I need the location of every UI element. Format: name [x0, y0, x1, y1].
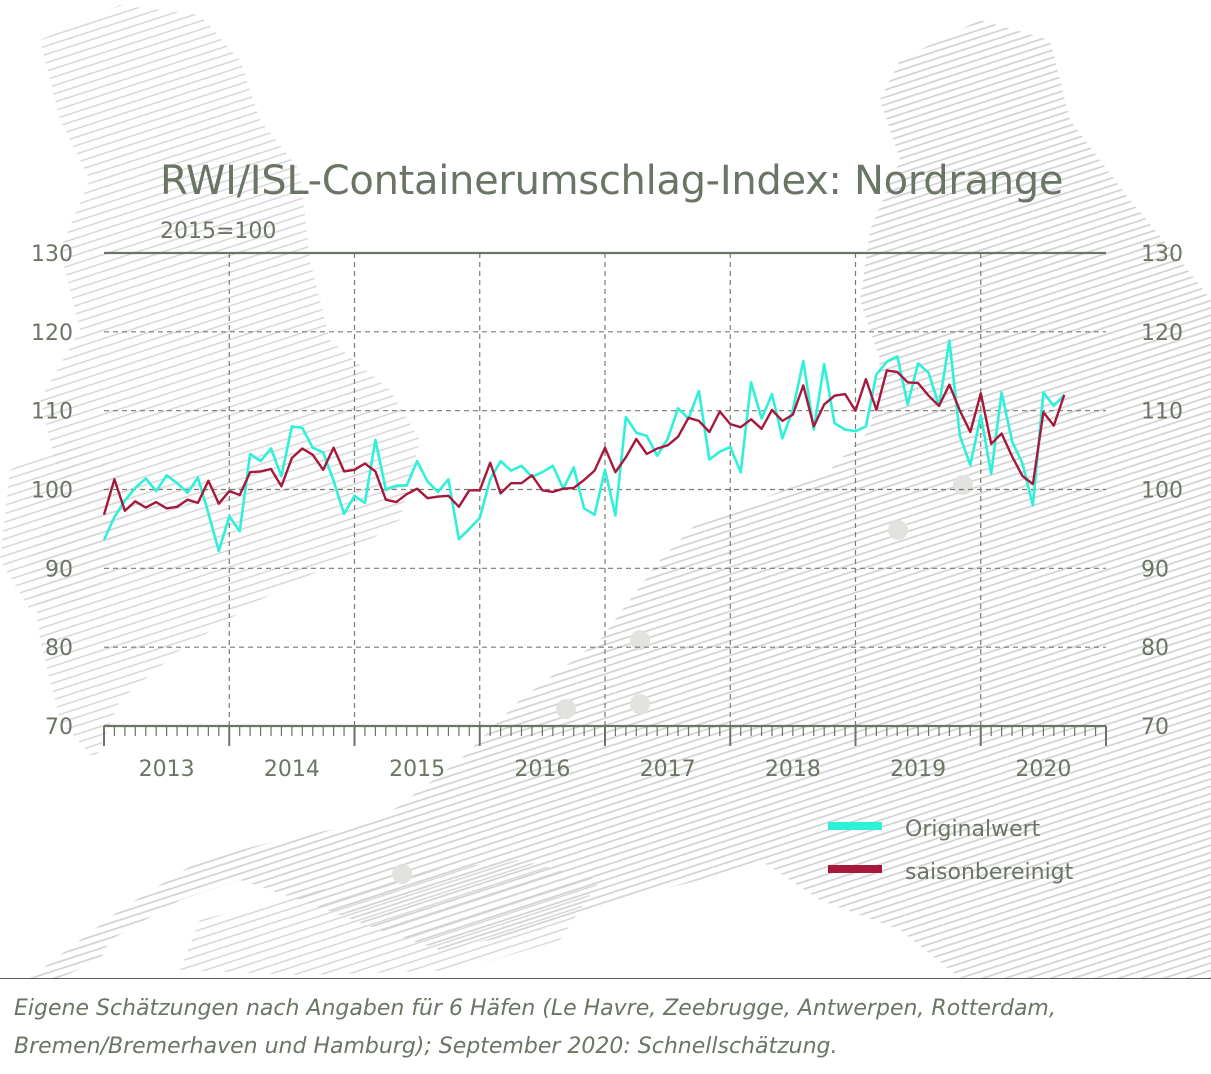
chart-subtitle: 2015=100 [160, 219, 277, 244]
y-axis-right: 70 80 90 100 110 120 130 [1141, 242, 1183, 740]
line-chart: 2013 2014 2015 2016 2017 2018 2019 2020 70 80 90 1… [31, 242, 1183, 885]
y-tick-label-left: 110 [31, 400, 73, 425]
x-tick-label-2016: 2016 [514, 757, 570, 782]
port-marker [630, 694, 650, 714]
x-tick-label-2019: 2019 [890, 757, 946, 782]
x-tick-label-2013: 2013 [139, 757, 195, 782]
y-axis-left: 70 80 90 100 110 120 130 [31, 242, 73, 740]
land-shape-south [180, 860, 600, 975]
y-tick-label-left: 100 [31, 479, 73, 504]
y-tick-label-right: 90 [1141, 557, 1169, 582]
y-tick-label-right: 70 [1141, 715, 1169, 740]
legend-label-originalwert: Originalwert [905, 817, 1041, 842]
x-tick-label-2018: 2018 [765, 757, 821, 782]
y-tick-label-left: 80 [45, 636, 73, 661]
series-line-saisonbereinigt [102, 369, 1066, 516]
land-shape-island [0, 440, 130, 610]
y-tick-label-right: 80 [1141, 636, 1169, 661]
port-marker [556, 699, 576, 719]
port-marker [888, 520, 908, 540]
background-map [0, 5, 1211, 978]
series-lines [102, 339, 1066, 553]
x-tick-label-2017: 2017 [640, 757, 696, 782]
y-tick-label-right: 120 [1141, 321, 1183, 346]
y-tick-label-left: 90 [45, 557, 73, 582]
x-tick-label-2015: 2015 [389, 757, 445, 782]
series-line-originalwert [102, 339, 1066, 553]
footnote: Eigene Schätzungen nach Angaben für 6 Hä… [14, 996, 1056, 1059]
land-shape-west [30, 5, 420, 760]
legend: Originalwert saisonbereinigt [828, 817, 1074, 885]
x-tick-label-2014: 2014 [264, 757, 320, 782]
x-tick-label-2020: 2020 [1015, 757, 1071, 782]
y-tick-label-right: 100 [1141, 479, 1183, 504]
land-shape-east [30, 20, 1211, 978]
y-tick-label-left: 120 [31, 321, 73, 346]
y-tick-label-left: 130 [31, 242, 73, 267]
port-marker [392, 864, 412, 884]
x-axis: 2013 2014 2015 2016 2017 2018 2019 2020 [103, 724, 1107, 782]
grid-lines [104, 251, 1106, 726]
y-tick-label-right: 130 [1141, 242, 1183, 267]
y-tick-label-right: 110 [1141, 400, 1183, 425]
legend-label-saisonbereinigt: saisonbereinigt [905, 860, 1074, 885]
chart-title: RWI/ISL-Containerumschlag-Index: Nordran… [160, 158, 1064, 204]
divider-line [0, 978, 1211, 979]
port-marker [630, 630, 650, 650]
y-tick-label-left: 70 [45, 715, 73, 740]
